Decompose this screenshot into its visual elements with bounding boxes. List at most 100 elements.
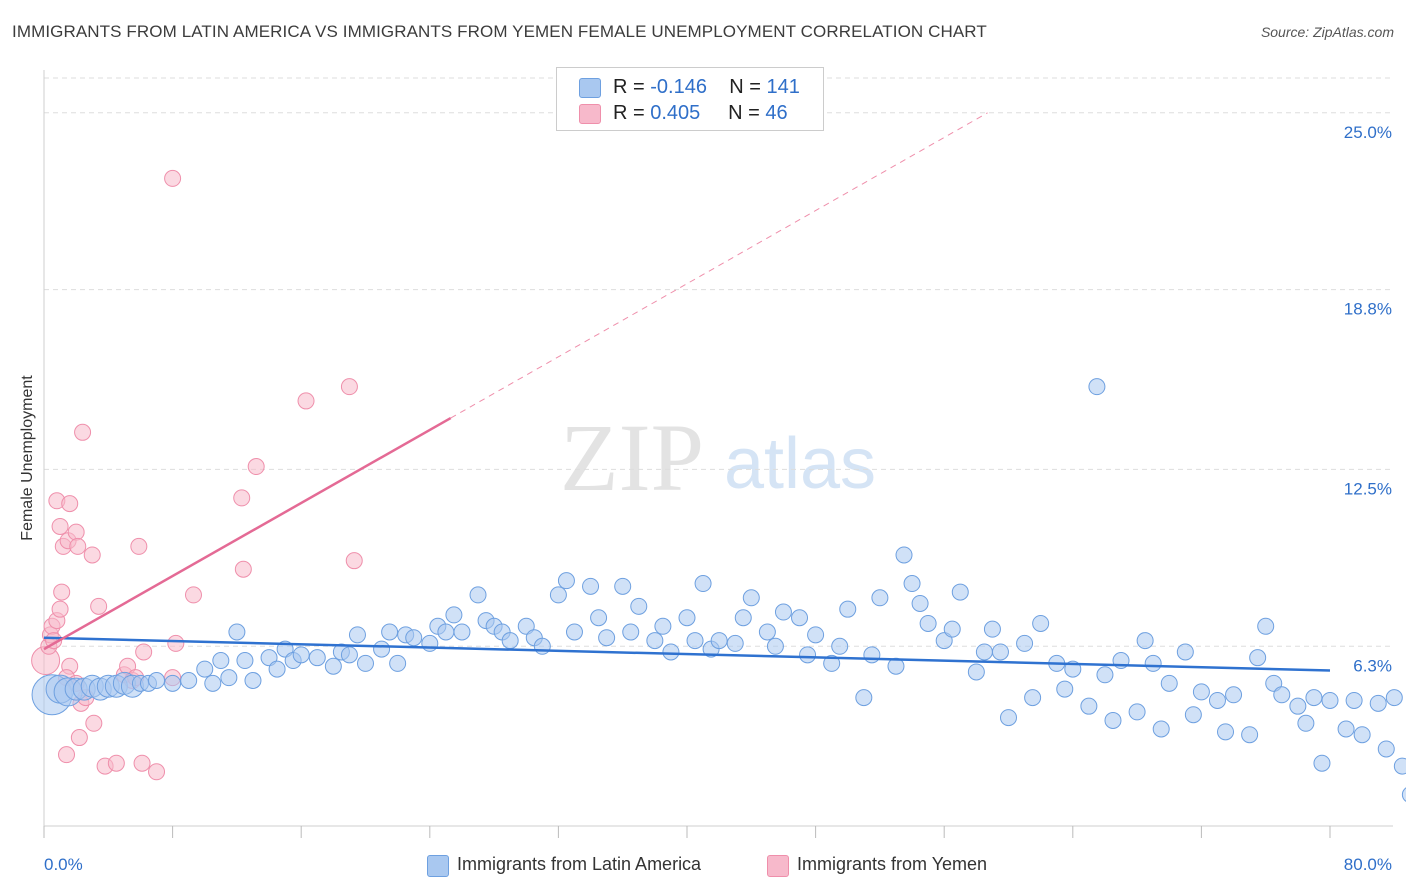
latin-america-point [1016, 634, 1034, 652]
latin-america-point [791, 609, 809, 627]
latin-america-point [1321, 691, 1339, 709]
latin-america-point [951, 583, 969, 601]
yemen-point [130, 537, 148, 555]
latin-america-point [1152, 720, 1170, 738]
yemen-point [340, 378, 358, 396]
latin-america-point [1313, 754, 1331, 772]
latin-america-point [180, 672, 198, 690]
latin-america-point [1337, 720, 1355, 738]
y-tick-label: 12.5% [1344, 479, 1392, 498]
legend-swatch-yemen [767, 855, 789, 877]
yemen-point [247, 458, 265, 476]
yemen-point [345, 552, 363, 570]
yemen-point [67, 523, 85, 541]
latin-america-point [726, 634, 744, 652]
yemen-point [167, 634, 185, 652]
latin-america-point [340, 646, 358, 664]
latin-america-points [31, 378, 1406, 802]
latin-america-point [1353, 726, 1371, 744]
yemen-point [51, 517, 69, 535]
latin-america-point [228, 623, 246, 641]
latin-america-point [1297, 714, 1315, 732]
latin-america-point [1080, 697, 1098, 715]
latin-america-point [662, 643, 680, 661]
latin-america-point [991, 643, 1009, 661]
yemen-point [61, 495, 79, 513]
yemen-point [53, 583, 71, 601]
trend-lines [43, 112, 1331, 672]
latin-america-point [389, 654, 407, 672]
latin-america-point [911, 594, 929, 612]
tick-labels: 6.3% 12.5% 18.8% 25.0% 0.0% 80.0% [44, 123, 1392, 874]
latin-america-point [1257, 617, 1275, 635]
yemen-point [107, 754, 125, 772]
latin-america-point [983, 620, 1001, 638]
legend-label: Immigrants from Latin America [457, 854, 702, 874]
latin-america-point [646, 632, 664, 650]
latin-america-point [1241, 726, 1259, 744]
latin-america-point [268, 660, 286, 678]
latin-america-point [967, 663, 985, 681]
yemen-point [90, 597, 108, 615]
latin-america-point [622, 623, 640, 641]
latin-america-point [734, 609, 752, 627]
stats-r-value: 0.405 [650, 102, 701, 124]
latin-america-point [1088, 378, 1106, 396]
latin-america-point [405, 629, 423, 647]
latin-america-point [1273, 686, 1291, 704]
latin-america-point [1128, 703, 1146, 721]
latin-america-point [1000, 709, 1017, 727]
latin-america-point [630, 597, 648, 615]
stats-r-label: R = [613, 76, 645, 98]
yemen-point [85, 714, 103, 732]
x-tick-label: 0.0% [44, 855, 83, 874]
latin-america-point [598, 629, 616, 647]
latin-america-point [1401, 787, 1406, 802]
latin-america-point [799, 646, 817, 664]
latin-america-point [1249, 649, 1267, 667]
latin-america-point [839, 600, 857, 618]
yemen-point [70, 729, 88, 747]
watermark-atlas: atlas [724, 424, 876, 504]
latin-america-point [1385, 689, 1403, 707]
gridlines [44, 77, 1393, 647]
latin-america-point [903, 575, 921, 593]
latin-america-point [742, 589, 760, 607]
yemen-point [297, 392, 315, 410]
latin-america-point [1096, 666, 1114, 684]
latin-america-point [445, 606, 463, 624]
latin-america-point [1345, 691, 1363, 709]
latin-america-point [1160, 674, 1178, 692]
latin-america-point [1377, 740, 1395, 758]
stats-swatch-yemen [579, 104, 601, 124]
y-tick-label: 18.8% [1344, 300, 1392, 319]
latin-america-point [437, 623, 455, 641]
latin-america-point [1176, 643, 1194, 661]
latin-america-point [1024, 689, 1042, 707]
yemen-trend-extension [450, 112, 988, 419]
yemen-point [69, 537, 87, 555]
latin-america-point [1184, 706, 1202, 724]
stats-n-value: 141 [766, 76, 800, 98]
yemen-point [135, 643, 153, 661]
latin-america-point [871, 589, 889, 607]
legend-label: Immigrants from Yemen [797, 854, 988, 874]
latin-america-point [614, 577, 632, 595]
chart-legend: Immigrants from Latin America Immigrants… [0, 850, 1406, 880]
latin-america-point [204, 674, 222, 692]
latin-america-point [1136, 632, 1154, 650]
latin-america-point [686, 632, 704, 650]
latin-america-point [148, 672, 166, 690]
yemen-point [148, 763, 166, 781]
latin-america-point [1104, 711, 1122, 729]
latin-america-point [565, 623, 583, 641]
latin-america-point [694, 575, 712, 593]
stats-n-label: N = [728, 102, 760, 124]
latin-america-point [348, 626, 366, 644]
latin-america-point [469, 586, 487, 604]
latin-america-point [855, 689, 873, 707]
latin-america-point [823, 654, 841, 672]
y-tick-label: 6.3% [1353, 656, 1392, 675]
x-tick-label: 80.0% [1344, 855, 1392, 874]
latin-america-point [590, 609, 608, 627]
